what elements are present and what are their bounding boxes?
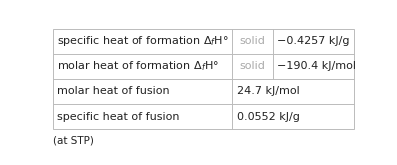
Text: molar heat of formation Δ$_f$H°: molar heat of formation Δ$_f$H° (57, 59, 219, 73)
Text: 0.0552 kJ/g: 0.0552 kJ/g (237, 112, 300, 121)
Text: (at STP): (at STP) (53, 135, 94, 146)
Text: molar heat of fusion: molar heat of fusion (57, 86, 170, 96)
Text: 24.7 kJ/mol: 24.7 kJ/mol (237, 86, 299, 96)
Text: specific heat of fusion: specific heat of fusion (57, 112, 180, 121)
Text: solid: solid (239, 61, 266, 71)
Text: −190.4 kJ/mol: −190.4 kJ/mol (278, 61, 357, 71)
Text: −0.4257 kJ/g: −0.4257 kJ/g (278, 36, 350, 46)
Text: specific heat of formation Δ$_f$H°: specific heat of formation Δ$_f$H° (57, 34, 229, 48)
Bar (53, 29, 354, 129)
Text: solid: solid (239, 36, 266, 46)
